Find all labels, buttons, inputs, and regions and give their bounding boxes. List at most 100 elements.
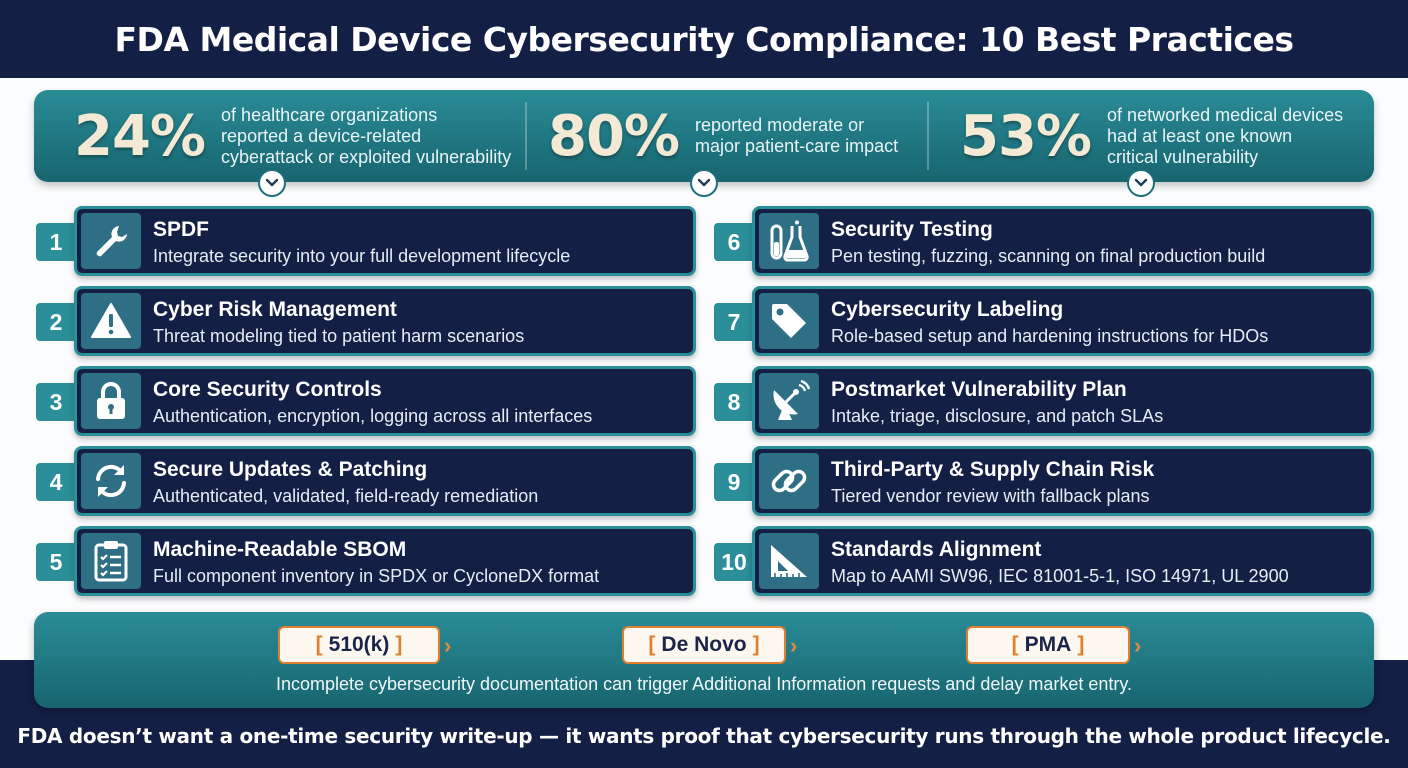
stat-text-line: of networked medical devices <box>1107 104 1344 125</box>
practice-card: Core Security Controls Authentication, e… <box>74 366 696 436</box>
practice-description: Pen testing, fuzzing, scanning on final … <box>831 246 1266 266</box>
practice-item-10: 10 Standards Alignment Map to AAMI SW96,… <box>714 526 1374 596</box>
practice-item-8: 8 Postmarket Vulnerability Plan Intake, … <box>714 366 1374 436</box>
practice-number: 4 <box>36 463 76 501</box>
satellite-dish-icon <box>759 373 819 429</box>
chevron-right-icon: › <box>444 633 452 658</box>
stat-divider <box>927 102 929 170</box>
chevron-down-icon <box>1127 169 1155 197</box>
stat-networked-devices: 53% of networked medical devices had at … <box>960 90 1343 182</box>
chevron-right-icon: › <box>790 633 798 658</box>
bracket-right: ] <box>752 633 760 656</box>
practice-item-1: 1 SPDF Integrate security into your full… <box>36 206 696 276</box>
practice-number: 2 <box>36 303 76 341</box>
practice-card: Security Testing Pen testing, fuzzing, s… <box>752 206 1374 276</box>
stat-text-line: critical vulnerability <box>1107 146 1259 167</box>
pathway-panel: [510(k)] › [De Novo] › [PMA] › Incomplet… <box>34 612 1374 708</box>
stat-healthcare-orgs: 24% of healthcare organizations reported… <box>74 90 511 182</box>
practice-card: Cybersecurity Labeling Role-based setup … <box>752 286 1374 356</box>
practice-number: 1 <box>36 223 76 261</box>
practice-description: Full component inventory in SPDX or Cycl… <box>153 566 600 586</box>
set-square-icon <box>759 533 819 589</box>
clipboard-checklist-icon <box>81 533 141 589</box>
chain-link-icon <box>759 453 819 509</box>
stat-text: reported moderate or major patient-care … <box>695 115 898 157</box>
stat-text-line: cyberattack or exploited vulnerability <box>221 146 512 167</box>
bracket-right: ] <box>1077 633 1085 656</box>
chevron-down-icon <box>258 169 286 197</box>
practice-title: Third-Party & Supply Chain Risk <box>831 458 1155 481</box>
practice-item-5: 5 Machine-Readable SBOM Full component i… <box>36 526 696 596</box>
stat-divider <box>525 102 527 170</box>
refresh-icon <box>81 453 141 509</box>
practice-number: 5 <box>36 543 76 581</box>
bracket-left: [ <box>648 633 656 656</box>
title-bar: FDA Medical Device Cybersecurity Complia… <box>0 0 1408 78</box>
stats-panel: 24% of healthcare organizations reported… <box>34 90 1374 182</box>
practice-item-4: 4 Secure Updates & Patching Authenticate… <box>36 446 696 516</box>
stat-text-line: major patient-care impact <box>695 136 899 156</box>
stat-text: of healthcare organizations reported a d… <box>221 105 511 168</box>
practice-number: 6 <box>714 223 754 261</box>
practice-number: 3 <box>36 383 76 421</box>
practice-description: Tiered vendor review with fallback plans <box>831 486 1150 506</box>
practice-item-3: 3 Core Security Controls Authentication,… <box>36 366 696 436</box>
practice-item-2: 2 Cyber Risk Management Threat modeling … <box>36 286 696 356</box>
practice-number: 8 <box>714 383 754 421</box>
practice-item-9: 9 Third-Party & Supply Chain Risk Tiered… <box>714 446 1374 516</box>
chevron-right-icon: › <box>1134 633 1142 658</box>
practice-card: Third-Party & Supply Chain Risk Tiered v… <box>752 446 1374 516</box>
tag-icon <box>759 293 819 349</box>
stat-text: of networked medical devices had at leas… <box>1107 105 1343 168</box>
practice-card: Postmarket Vulnerability Plan Intake, tr… <box>752 366 1374 436</box>
practice-number: 10 <box>714 543 754 581</box>
practice-description: Role-based setup and hardening instructi… <box>831 326 1269 346</box>
practice-title: Postmarket Vulnerability Plan <box>831 378 1127 401</box>
practice-description: Integrate security into your full develo… <box>153 246 571 266</box>
stat-value: 24% <box>74 103 206 169</box>
practice-title: Machine-Readable SBOM <box>153 538 407 561</box>
wrench-icon <box>81 213 141 269</box>
lock-icon <box>81 373 141 429</box>
practice-card: Standards Alignment Map to AAMI SW96, IE… <box>752 526 1374 596</box>
practice-number: 7 <box>714 303 754 341</box>
warning-icon <box>81 293 141 349</box>
lab-flask-icon <box>759 213 819 269</box>
pathway-label: PMA <box>1024 633 1072 656</box>
chevron-down-icon <box>690 169 718 197</box>
pathway-label: 510(k) <box>328 633 390 656</box>
practice-title: Secure Updates & Patching <box>153 458 428 481</box>
practice-description: Threat modeling tied to patient harm sce… <box>153 326 525 346</box>
practice-description: Intake, triage, disclosure, and patch SL… <box>831 406 1164 426</box>
bracket-right: ] <box>395 633 403 656</box>
practice-title: Standards Alignment <box>831 538 1042 561</box>
pathway-pma: [PMA] <box>966 626 1130 664</box>
practice-description: Authenticated, validated, field-ready re… <box>153 486 539 506</box>
practice-description: Map to AAMI SW96, IEC 81001-5-1, ISO 149… <box>831 566 1289 586</box>
practice-card: Machine-Readable SBOM Full component inv… <box>74 526 696 596</box>
stat-value: 53% <box>960 103 1092 169</box>
practice-item-6: 6 Security Testing Pen testing, fuzzing,… <box>714 206 1374 276</box>
page-title: FDA Medical Device Cybersecurity Complia… <box>114 19 1294 59</box>
bracket-left: [ <box>1011 633 1019 656</box>
practice-title: Security Testing <box>831 218 993 241</box>
pathway-note: Incomplete cybersecurity documentation c… <box>275 674 1133 694</box>
stat-text-line: reported a device-related <box>221 125 422 146</box>
practice-title: Cyber Risk Management <box>153 298 397 321</box>
practice-title: Core Security Controls <box>153 378 382 401</box>
stat-text-line: had at least one known <box>1107 125 1293 146</box>
practice-card: Secure Updates & Patching Authenticated,… <box>74 446 696 516</box>
practice-description: Authentication, encryption, logging acro… <box>153 406 593 426</box>
stat-text-line: reported moderate or <box>695 115 865 135</box>
practice-card: Cyber Risk Management Threat modeling ti… <box>74 286 696 356</box>
pathway-510k: [510(k)] <box>278 626 440 664</box>
bracket-left: [ <box>315 633 323 656</box>
stat-patient-care: 80% reported moderate or major patient-c… <box>548 90 898 182</box>
practice-item-7: 7 Cybersecurity Labeling Role-based setu… <box>714 286 1374 356</box>
pathway-de-novo: [De Novo] <box>622 626 786 664</box>
stat-text-line: of healthcare organizations <box>221 104 438 125</box>
stat-value: 80% <box>548 103 680 169</box>
practice-title: SPDF <box>153 218 210 241</box>
practice-number: 9 <box>714 463 754 501</box>
footer-statement: FDA doesn’t want a one-time security wri… <box>17 724 1391 748</box>
